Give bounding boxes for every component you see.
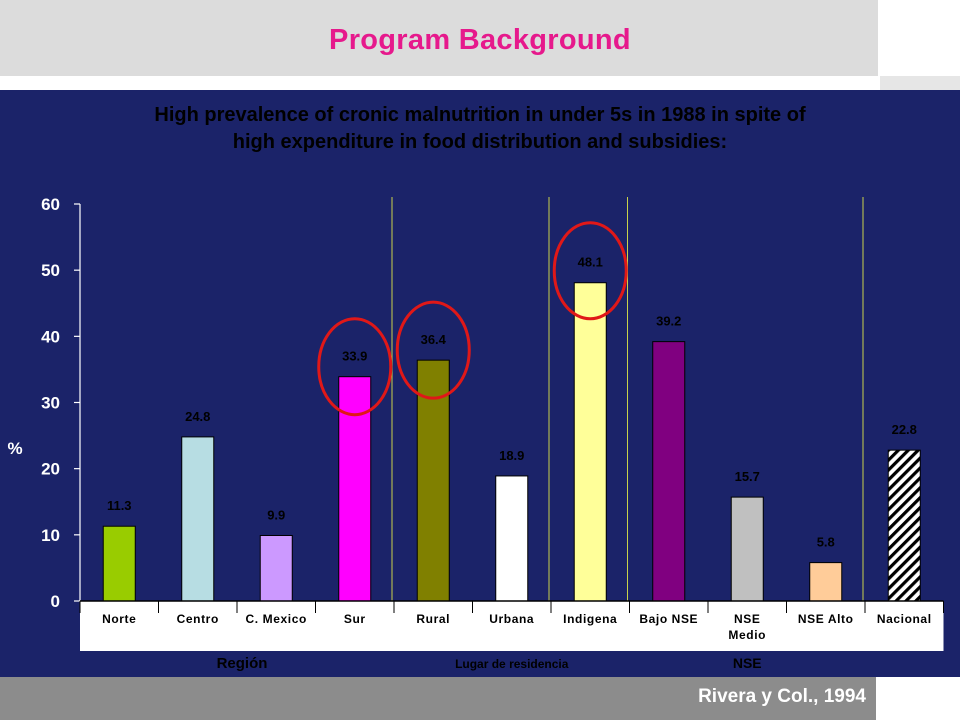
bar-rural [416, 359, 450, 602]
x-tick-label: NSE [734, 612, 760, 626]
chart-title: High prevalence of cronic malnutrition i… [20, 102, 940, 156]
y-tick-label: 50 [41, 261, 60, 280]
x-tick-label: Indigena [563, 612, 617, 626]
x-tick-label: Rural [416, 612, 450, 626]
citation: Rivera y Col., 1994 [698, 686, 866, 707]
y-axis: 0 10 20 30 40 50 60% [7, 195, 81, 611]
header-corner-strip [880, 76, 960, 90]
data-label: 15.7 [735, 469, 760, 484]
bar-centro [181, 436, 215, 602]
data-label: 22.8 [892, 422, 917, 437]
data-label: 18.9 [499, 448, 524, 463]
highlight-circles [317, 221, 628, 417]
y-tick-label: 10 [41, 526, 60, 545]
bar-nse-alto [809, 562, 843, 602]
slide-title: Program Background [329, 24, 631, 56]
x-tick-label: Urbana [489, 612, 534, 626]
highlight-circle [552, 221, 628, 321]
bar-nacional [887, 449, 921, 602]
x-tick-label: Norte [102, 612, 136, 626]
x-tick-label: Medio [728, 628, 766, 642]
header-band [0, 0, 878, 76]
x-tick-label: C. Mexico [246, 612, 307, 626]
x-tick-label: Nacional [877, 612, 932, 626]
data-label: 24.8 [185, 409, 210, 424]
x-tick-label: Bajo NSE [639, 612, 698, 626]
data-label: 5.8 [817, 535, 835, 550]
y-tick-label: 40 [41, 327, 60, 346]
y-axis-label: % [7, 439, 22, 458]
data-label: 9.9 [267, 507, 285, 522]
bar-norte [102, 525, 136, 602]
x-axis-strip [80, 601, 944, 651]
bar-bajo-nse [652, 341, 686, 602]
x-tick-label: Centro [177, 612, 219, 626]
y-tick-label: 0 [51, 592, 60, 611]
group-labels: Región Lugar de residencia NSE [217, 655, 762, 672]
bar-sur [338, 376, 372, 602]
x-axis: Norte Centro C. Mexico Sur Rural Urbana Indige… [79, 600, 944, 651]
bars: 11.3 24.8 9.9 33.9 36.4 18.9 48.1 39.2 15.7 5.8 22… [102, 255, 921, 602]
data-label: 36.4 [421, 332, 447, 347]
bar-nse-medio [730, 496, 764, 602]
group-label: NSE [733, 655, 762, 671]
x-tick-label: Sur [344, 612, 366, 626]
bar-indigena [573, 282, 607, 602]
group-label: Lugar de residencia [455, 657, 569, 671]
bar-c-mexico [259, 534, 293, 602]
chart-title-line-2: high expenditure in food distribution an… [232, 131, 728, 153]
header-gap [0, 76, 878, 90]
x-tick-label: NSE Alto [798, 612, 854, 626]
data-label: 11.3 [107, 498, 132, 513]
group-label: Región [217, 655, 268, 672]
footer-band [0, 677, 960, 720]
y-tick-label: 30 [41, 394, 60, 413]
highlight-circle [317, 317, 393, 417]
group-dividers [391, 197, 864, 601]
y-tick-label: 60 [41, 195, 60, 214]
y-tick-label: 20 [41, 460, 60, 479]
chart-title-line-1: High prevalence of cronic malnutrition i… [154, 104, 806, 126]
header-corner [880, 0, 960, 76]
data-label: 39.2 [656, 314, 681, 329]
highlight-circle [395, 300, 471, 400]
data-label: 48.1 [578, 255, 603, 270]
citation-corner [876, 677, 960, 720]
data-label: 33.9 [342, 349, 367, 364]
bar-urbana [495, 475, 529, 602]
